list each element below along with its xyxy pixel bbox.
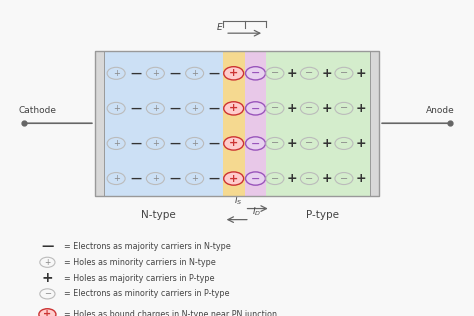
Text: $I_S$: $I_S$ <box>234 194 242 207</box>
Bar <box>370 51 379 196</box>
Bar <box>95 51 223 196</box>
Text: +: + <box>152 174 159 183</box>
Text: —: — <box>169 173 181 184</box>
Text: —: — <box>209 68 220 78</box>
Text: −: − <box>44 289 51 298</box>
Text: = Holes as minority carriers in N-type: = Holes as minority carriers in N-type <box>64 258 216 267</box>
Text: +: + <box>287 172 298 185</box>
Text: −: − <box>340 138 348 149</box>
Text: —: — <box>209 103 220 113</box>
Text: +: + <box>152 104 159 113</box>
Text: —: — <box>130 103 141 113</box>
Text: +: + <box>356 102 366 115</box>
Text: +: + <box>43 309 52 316</box>
Text: +: + <box>356 172 366 185</box>
Text: −: − <box>251 173 260 184</box>
Circle shape <box>246 137 265 150</box>
Text: +: + <box>229 68 238 78</box>
Circle shape <box>246 67 265 80</box>
Text: —: — <box>41 240 54 253</box>
Text: +: + <box>113 174 119 183</box>
Text: −: − <box>271 138 279 149</box>
Text: +: + <box>113 104 119 113</box>
Text: −: − <box>305 68 313 78</box>
Text: +: + <box>191 174 198 183</box>
Text: +: + <box>191 69 198 78</box>
Text: +: + <box>42 271 53 285</box>
Text: +: + <box>191 104 198 113</box>
Text: −: − <box>340 103 348 113</box>
Text: +: + <box>321 67 332 80</box>
Text: E: E <box>217 23 223 32</box>
Text: +: + <box>191 139 198 148</box>
Text: +: + <box>152 69 159 78</box>
Circle shape <box>246 102 265 115</box>
Circle shape <box>224 102 244 115</box>
Text: = Electrons as minority carriers in P-type: = Electrons as minority carriers in P-ty… <box>64 289 229 298</box>
Text: —: — <box>169 103 181 113</box>
Text: —: — <box>169 138 181 149</box>
Bar <box>223 51 245 196</box>
Text: +: + <box>321 172 332 185</box>
Text: = Holes as majority carriers in P-type: = Holes as majority carriers in P-type <box>64 274 215 283</box>
Text: −: − <box>305 138 313 149</box>
Bar <box>95 51 104 196</box>
Circle shape <box>224 67 244 80</box>
Text: −: − <box>271 103 279 113</box>
Text: N-type: N-type <box>141 210 176 220</box>
Text: P-type: P-type <box>306 210 339 220</box>
Circle shape <box>246 172 265 185</box>
Text: −: − <box>271 173 279 184</box>
Text: +: + <box>287 67 298 80</box>
Text: +: + <box>356 137 366 150</box>
Text: Cathode: Cathode <box>19 106 57 115</box>
Bar <box>266 51 379 196</box>
Text: −: − <box>251 138 260 149</box>
Text: +: + <box>229 173 238 184</box>
Text: —: — <box>209 173 220 184</box>
Text: —: — <box>169 68 181 78</box>
Circle shape <box>39 309 56 316</box>
Text: = Electrons as majority carriers in N-type: = Electrons as majority carriers in N-ty… <box>64 242 231 251</box>
Bar <box>245 51 266 196</box>
Text: +: + <box>321 102 332 115</box>
Text: —: — <box>209 138 220 149</box>
Text: −: − <box>340 68 348 78</box>
Text: —: — <box>130 138 141 149</box>
Text: +: + <box>287 137 298 150</box>
Text: +: + <box>44 258 51 267</box>
Text: +: + <box>229 103 238 113</box>
Circle shape <box>224 137 244 150</box>
Bar <box>95 51 379 196</box>
Text: —: — <box>130 68 141 78</box>
Text: +: + <box>287 102 298 115</box>
Text: +: + <box>113 69 119 78</box>
Circle shape <box>224 172 244 185</box>
Text: —: — <box>130 173 141 184</box>
Text: −: − <box>340 173 348 184</box>
Text: −: − <box>251 68 260 78</box>
Text: +: + <box>113 139 119 148</box>
Text: −: − <box>251 103 260 113</box>
Text: +: + <box>321 137 332 150</box>
Text: $I_D$: $I_D$ <box>252 205 262 218</box>
Text: −: − <box>271 68 279 78</box>
Text: +: + <box>152 139 159 148</box>
Text: +: + <box>229 138 238 149</box>
Text: = Holes as bound charges in N-type near PN junction: = Holes as bound charges in N-type near … <box>64 310 277 316</box>
Text: −: − <box>305 103 313 113</box>
Text: −: − <box>305 173 313 184</box>
Text: Anode: Anode <box>426 106 455 115</box>
Text: +: + <box>356 67 366 80</box>
